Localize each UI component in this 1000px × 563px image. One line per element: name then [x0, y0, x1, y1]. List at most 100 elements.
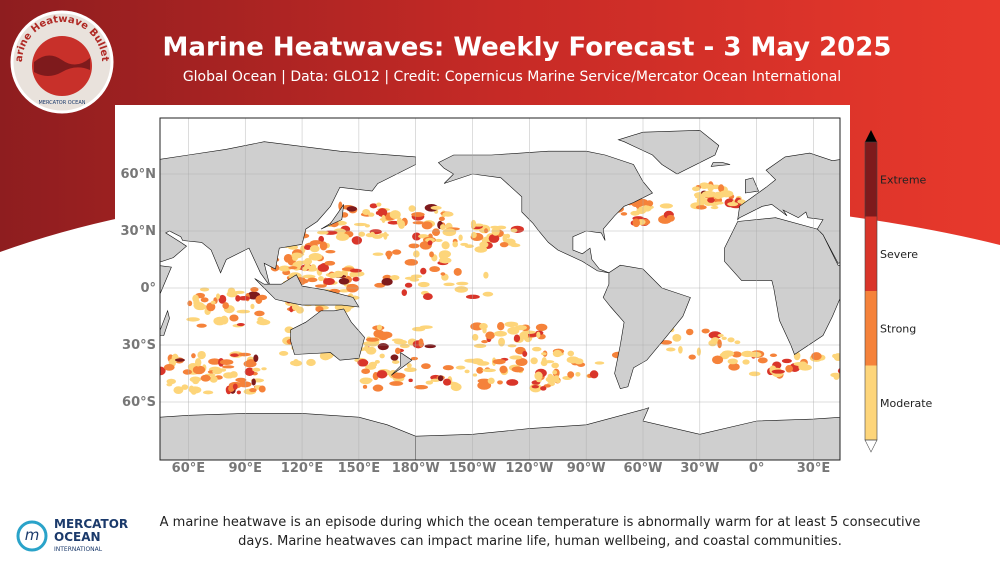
heat-patch: [499, 365, 508, 374]
heat-patch: [920, 380, 925, 387]
heat-patch: [737, 199, 746, 204]
heat-patch: [522, 350, 528, 357]
heat-patch: [335, 233, 350, 241]
heat-patch: [476, 366, 484, 374]
heat-patch: [917, 391, 925, 395]
heat-patch: [439, 224, 446, 231]
heat-patch: [79, 357, 84, 363]
heat-patch: [411, 212, 425, 217]
lon-label: 0°: [749, 461, 765, 476]
heat-patch: [630, 210, 640, 216]
heat-patch: [899, 360, 906, 366]
heat-patch: [854, 356, 861, 360]
heat-patch: [401, 289, 408, 296]
heat-patch: [983, 263, 995, 270]
heat-patch: [238, 295, 251, 301]
heat-patch: [727, 337, 735, 343]
heat-patch: [437, 375, 444, 382]
heat-patch: [659, 203, 673, 209]
heat-patch: [410, 356, 419, 361]
heat-patch: [534, 371, 543, 381]
heat-patch: [443, 282, 455, 287]
landmass: [254, 274, 360, 308]
heat-patch: [707, 197, 715, 203]
heat-patch: [984, 243, 994, 251]
heat-patch: [250, 287, 259, 292]
heat-patch: [246, 359, 256, 366]
heat-patch: [307, 277, 318, 283]
heat-patch: [338, 277, 350, 285]
heat-patch: [993, 294, 1000, 298]
heat-patch: [383, 231, 388, 240]
heat-patch: [933, 386, 938, 393]
land-layer: [160, 129, 840, 460]
heat-patch: [515, 357, 528, 367]
heat-patch: [857, 387, 864, 393]
heat-patch: [892, 368, 901, 372]
landmass: [437, 150, 653, 274]
heat-patch: [970, 266, 979, 270]
heat-patch: [980, 346, 990, 349]
logo-line: OCEAN: [54, 530, 101, 544]
heat-patch: [414, 385, 428, 390]
landmass: [160, 265, 172, 295]
heat-patch: [692, 186, 701, 192]
heat-patch: [973, 251, 985, 260]
heat-patch: [473, 223, 484, 227]
heat-patch: [288, 266, 298, 270]
heat-patch: [363, 345, 369, 352]
heat-patch: [535, 323, 548, 332]
landmass: [390, 352, 413, 376]
heat-patch: [111, 363, 115, 371]
heat-patch: [306, 358, 316, 367]
heat-patch: [892, 299, 899, 306]
heat-patch: [376, 202, 382, 207]
heat-patch: [926, 362, 938, 366]
heat-patch: [975, 287, 988, 294]
heat-patch: [979, 246, 991, 254]
heat-patch: [443, 378, 452, 386]
heat-patch: [349, 271, 357, 278]
landmass: [710, 162, 731, 167]
heat-patch: [983, 294, 994, 302]
heat-patch: [969, 306, 979, 312]
heat-patch: [365, 364, 377, 370]
heat-patch: [953, 248, 962, 256]
lat-label: 30°N: [121, 224, 156, 239]
heat-patch: [261, 367, 267, 371]
heat-patch: [250, 303, 255, 310]
heat-patch: [832, 353, 838, 359]
heat-patch: [967, 339, 974, 342]
heat-patch: [532, 346, 542, 352]
heat-patch: [7, 355, 13, 359]
heat-patch: [257, 316, 264, 323]
heat-patch: [507, 344, 517, 348]
heat-patch: [974, 304, 980, 312]
heat-patch: [422, 293, 433, 301]
heat-patch: [254, 310, 265, 317]
heat-patch: [712, 355, 724, 365]
heat-patch: [498, 337, 505, 347]
heat-patch: [283, 253, 293, 263]
heat-patch: [346, 283, 356, 289]
heat-patch: [308, 265, 316, 272]
heat-patch: [954, 258, 962, 262]
heat-patch: [408, 205, 416, 212]
heat-patch: [308, 253, 323, 261]
heat-patch: [0, 346, 3, 354]
heat-patch: [932, 371, 941, 377]
heat-patch: [477, 378, 491, 384]
heat-patch: [898, 367, 910, 374]
lon-label: 60°W: [624, 461, 663, 476]
heat-patch: [465, 294, 480, 300]
heat-patch: [973, 262, 984, 270]
colorbar-label: Severe: [880, 248, 918, 261]
heat-patch: [889, 376, 902, 382]
heat-patch: [511, 366, 525, 373]
heat-patch: [90, 367, 102, 376]
heat-patch: [302, 266, 308, 272]
heat-patch: [249, 388, 257, 393]
lon-label: 30°E: [797, 461, 830, 476]
